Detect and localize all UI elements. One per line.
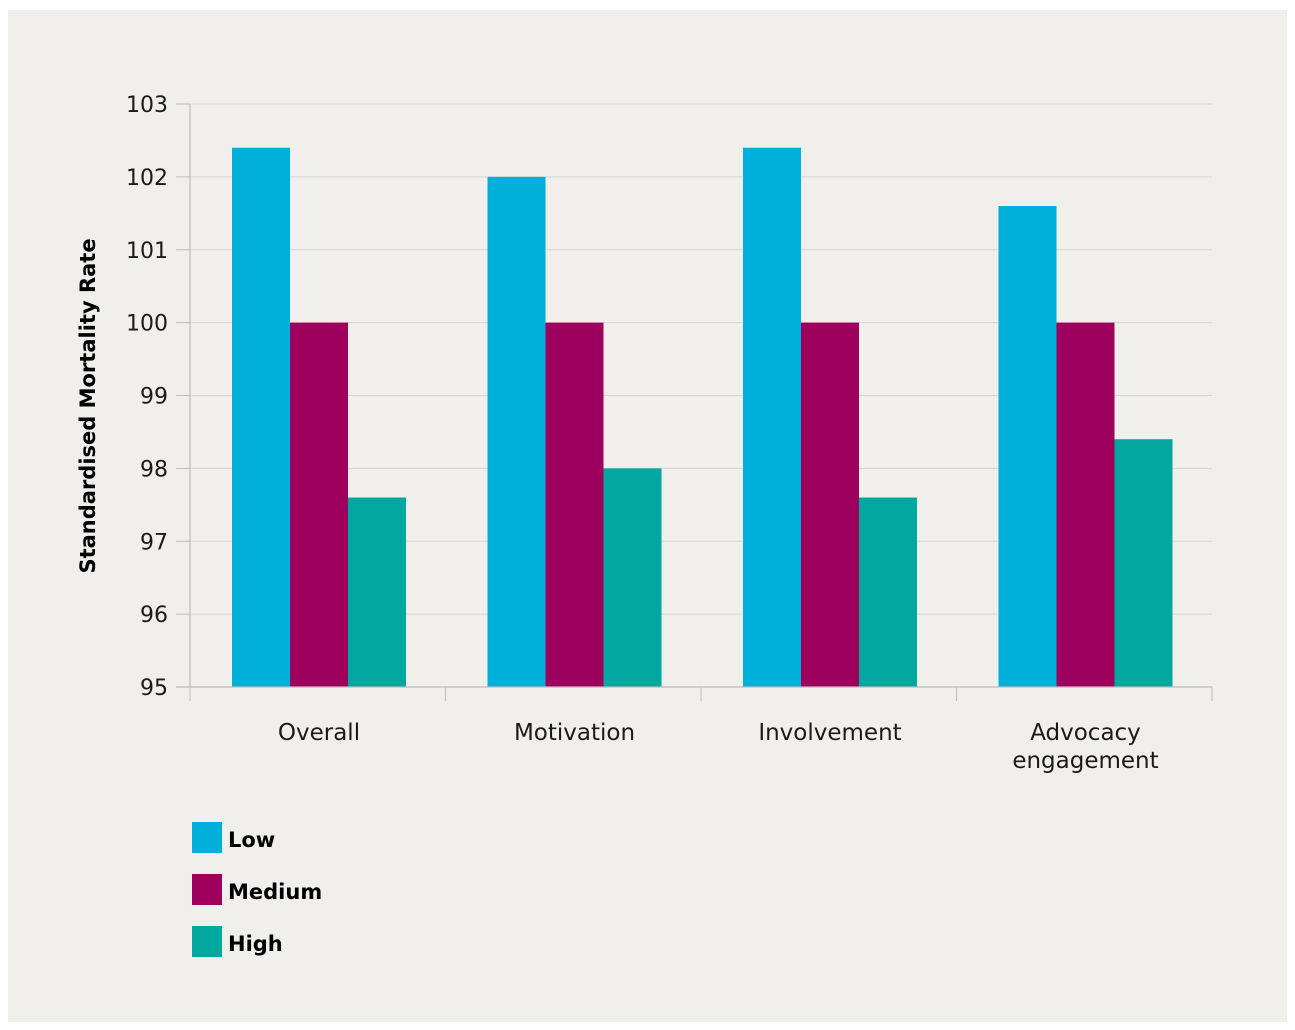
bar-medium-3: [1056, 322, 1115, 687]
x-category-label: Overall: [278, 720, 360, 746]
y-tick-label: 96: [140, 603, 168, 628]
bar-low-1: [487, 176, 546, 687]
legend-swatch-medium: [192, 874, 222, 905]
axes: [176, 103, 1213, 701]
legend-label-high: High: [228, 932, 283, 956]
bar-low-0: [232, 147, 290, 688]
bar-medium-0: [290, 322, 348, 687]
y-tick-label: 98: [140, 457, 168, 482]
x-category-label-line: engagement: [1012, 748, 1158, 774]
y-tick-label: 103: [126, 93, 168, 118]
x-category-label-line: Involvement: [758, 720, 901, 746]
x-category-label-line: Motivation: [514, 720, 635, 746]
legend-label-medium: Medium: [228, 880, 322, 904]
y-tick-label: 102: [126, 166, 168, 191]
y-tick-label: 97: [140, 530, 168, 555]
legend-label-low: Low: [228, 828, 275, 852]
y-axis-label: Standardised Mortality Rate: [76, 238, 100, 573]
x-category-label: Involvement: [758, 720, 901, 746]
bar-high-2: [859, 497, 917, 687]
bar-medium-1: [545, 322, 604, 687]
legend-swatch-high: [192, 926, 222, 957]
legend: Low Medium High: [192, 822, 322, 957]
x-category-label: Advocacy engagement: [1012, 720, 1158, 774]
bar-low-2: [743, 147, 801, 688]
x-category-label-line: Overall: [278, 720, 360, 746]
x-category-label-line: Advocacy: [1030, 720, 1141, 746]
bar-medium-2: [801, 322, 859, 687]
bars: [232, 147, 1173, 688]
y-tick-label: 95: [140, 676, 168, 701]
y-tick-label: 99: [140, 385, 168, 410]
y-tick-label: 101: [126, 239, 168, 264]
bar-high-0: [348, 497, 406, 687]
bar-low-3: [998, 206, 1057, 687]
legend-swatch-low: [192, 822, 222, 853]
bar-high-3: [1114, 439, 1173, 687]
y-tick-label: 100: [126, 312, 168, 337]
x-category-label: Motivation: [514, 720, 635, 746]
bar-high-1: [603, 468, 662, 687]
x-category-labels: Overall Motivation Involvement Advocacy enga…: [278, 720, 1159, 774]
y-tick-labels: 95 96 97 98 99 100 101 102 103: [126, 93, 168, 701]
